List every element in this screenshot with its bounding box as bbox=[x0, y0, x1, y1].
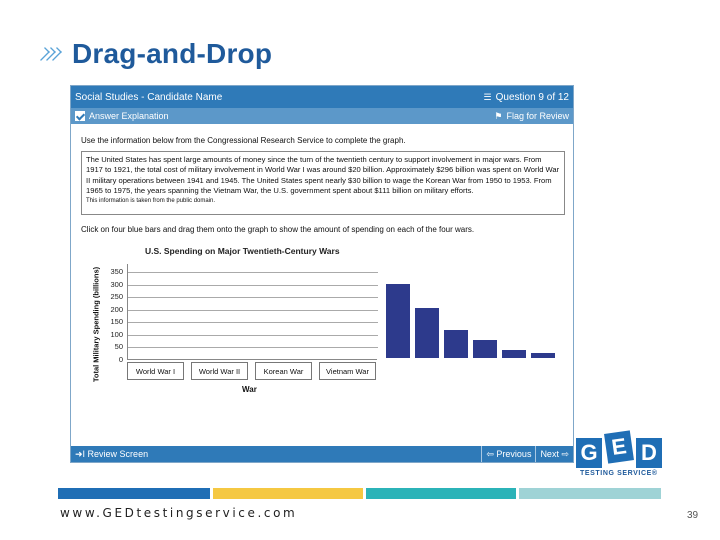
question-content: Use the information below from the Congr… bbox=[81, 136, 565, 394]
gridline bbox=[128, 347, 378, 349]
flag-for-review-label: Flag for Review bbox=[506, 111, 569, 121]
strip-yellow bbox=[213, 488, 363, 499]
gridline bbox=[128, 297, 378, 299]
list-icon: ☰ bbox=[483, 91, 492, 102]
gridline bbox=[128, 284, 378, 286]
previous-label: Previous bbox=[496, 449, 532, 459]
draggable-bar[interactable] bbox=[473, 340, 497, 358]
question-counter-label: Question 9 of 12 bbox=[495, 91, 569, 103]
review-screen-button[interactable]: ➜ I Review Screen bbox=[71, 446, 152, 462]
right-arrow-icon: ⇨ bbox=[558, 448, 569, 459]
next-button[interactable]: Next ⇨ bbox=[535, 446, 573, 462]
draggable-bar[interactable] bbox=[444, 330, 468, 358]
logo-subtitle: TESTING SERVICE® bbox=[580, 470, 658, 477]
gridline bbox=[128, 334, 378, 336]
gridline bbox=[128, 309, 378, 311]
draggable-bar[interactable] bbox=[502, 350, 526, 358]
slide-heading: Drag-and-Drop bbox=[72, 38, 273, 69]
passage-text: The United States has spent large amount… bbox=[86, 155, 560, 196]
flag-for-review-button[interactable]: ⚑ Flag for Review bbox=[494, 111, 569, 122]
draggable-bar[interactable] bbox=[415, 307, 439, 358]
spending-chart: U.S. Spending on Major Twentieth-Century… bbox=[81, 244, 565, 404]
review-screen-label: I Review Screen bbox=[82, 449, 149, 459]
gridline bbox=[128, 322, 378, 324]
left-arrow-icon: ⇦ bbox=[486, 448, 497, 459]
previous-button[interactable]: ⇦ Previous bbox=[481, 446, 535, 462]
y-tick-label: 0 bbox=[118, 355, 123, 364]
y-tick-label: 250 bbox=[110, 292, 123, 302]
logo-letter-e: E bbox=[604, 430, 634, 464]
exam-title: Social Studies - Candidate Name bbox=[75, 91, 223, 103]
y-tick-label: 300 bbox=[110, 279, 123, 289]
y-tick-label: 350 bbox=[110, 267, 123, 276]
category-label-box[interactable]: Vietnam War bbox=[319, 362, 376, 380]
logo-letter-d: D bbox=[636, 438, 662, 468]
exam-window: Social Studies - Candidate Name ☰ Questi… bbox=[70, 85, 574, 463]
answer-explanation-toggle[interactable]: Answer Explanation bbox=[75, 111, 169, 121]
page-number: 39 bbox=[687, 510, 699, 521]
website-url: www.GEDtestingservice.com bbox=[60, 506, 298, 520]
flag-icon: ⚑ bbox=[494, 110, 503, 121]
y-tick-label: 100 bbox=[110, 329, 123, 339]
gridline bbox=[128, 272, 378, 273]
y-tick-label: 50 bbox=[114, 342, 123, 352]
strip-lightteal bbox=[519, 488, 661, 499]
strip-teal bbox=[366, 488, 516, 499]
y-axis-label: Total Military Spending (billions) bbox=[91, 266, 101, 383]
instruction-text: Use the information below from the Congr… bbox=[81, 136, 406, 145]
answer-explanation-label: Answer Explanation bbox=[89, 111, 169, 121]
y-tick-label: 200 bbox=[110, 304, 123, 314]
exam-footer: ➜ I Review Screen ⇦ Previous Next ⇨ bbox=[71, 446, 573, 462]
question-counter: ☰ Question 9 of 12 bbox=[484, 92, 569, 103]
chart-title: U.S. Spending on Major Twentieth-Century… bbox=[145, 246, 340, 256]
category-label-box[interactable]: World War I bbox=[127, 362, 184, 380]
exam-subheader: Answer Explanation ⚑ Flag for Review bbox=[71, 108, 573, 124]
logo-letter-g: G bbox=[576, 438, 602, 468]
x-axis-label: War bbox=[242, 385, 257, 394]
passage-box: The United States has spent large amount… bbox=[81, 151, 565, 215]
exam-header: Social Studies - Candidate Name ☰ Questi… bbox=[71, 86, 573, 108]
drag-instruction: Click on four blue bars and drag them on… bbox=[81, 225, 475, 234]
category-label-box[interactable]: World War II bbox=[191, 362, 248, 380]
draggable-bar[interactable] bbox=[386, 283, 410, 358]
strip-blue bbox=[58, 488, 210, 499]
slide-title: Drag-and-Drop bbox=[36, 34, 273, 74]
ged-logo: G E D TESTING SERVICE® bbox=[576, 430, 676, 485]
category-label-box[interactable]: Korean War bbox=[255, 362, 312, 380]
draggable-bar[interactable] bbox=[531, 352, 555, 358]
review-arrow-icon: ➜ bbox=[75, 448, 83, 459]
next-label: Next bbox=[540, 449, 559, 459]
passage-note: This information is taken from the publi… bbox=[86, 197, 216, 204]
drop-plot-area[interactable] bbox=[127, 264, 378, 360]
y-tick-label: 150 bbox=[110, 317, 123, 327]
checkbox-icon[interactable] bbox=[75, 111, 85, 121]
triple-chevron-icon bbox=[36, 39, 66, 69]
